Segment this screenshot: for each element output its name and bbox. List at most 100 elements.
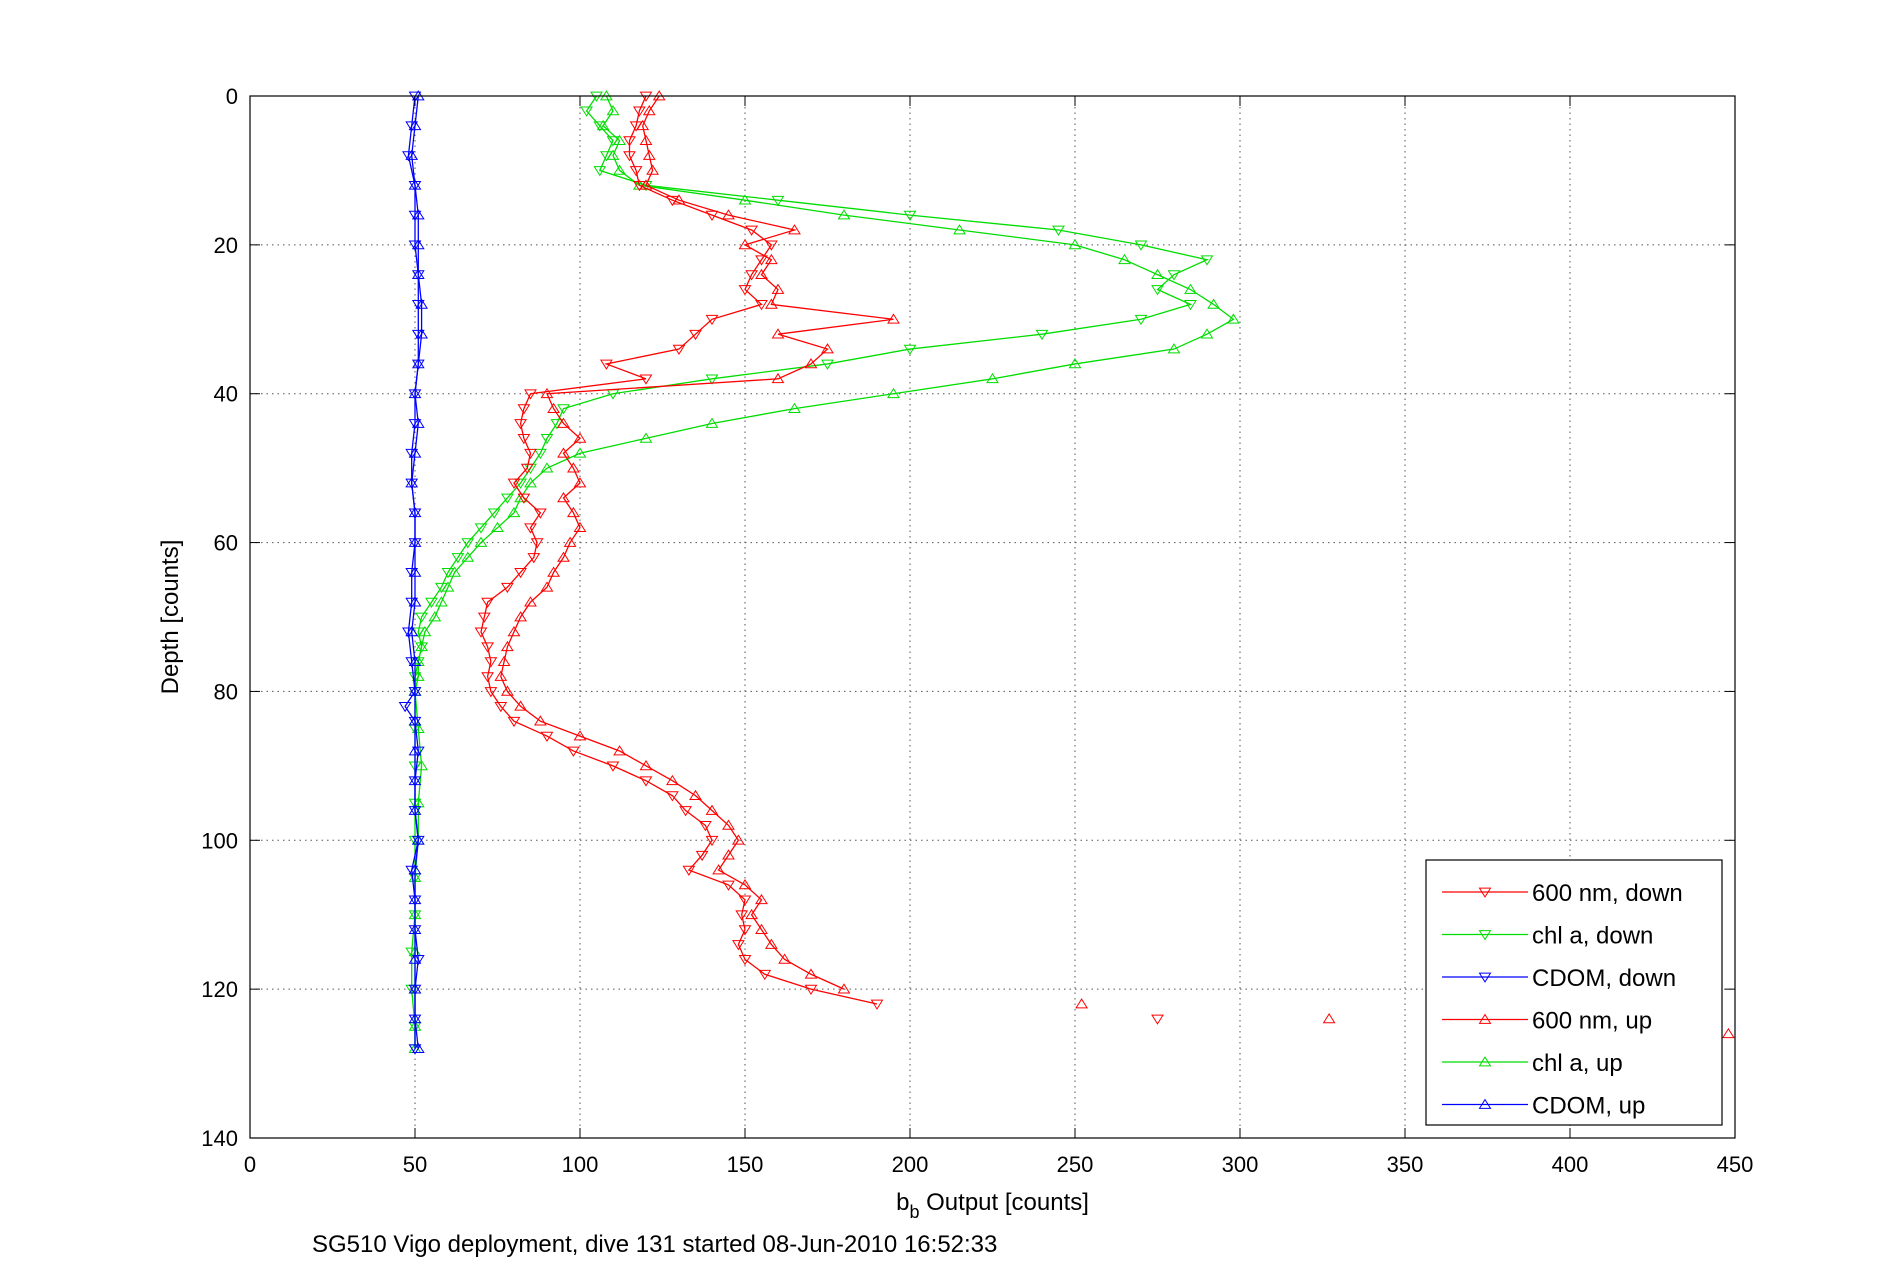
data-point: [540, 581, 554, 592]
data-point: [1068, 358, 1082, 369]
data-point: [745, 908, 759, 920]
data-point: [451, 553, 465, 564]
data-point: [672, 344, 686, 355]
data-point: [1207, 298, 1221, 309]
data-point: [821, 359, 834, 370]
data-point: [1052, 225, 1065, 236]
data-point: [408, 864, 422, 875]
data-point: [573, 477, 587, 488]
data-point: [771, 328, 785, 339]
grid: [249, 95, 1736, 1139]
data-point: [474, 536, 488, 547]
data-point: [705, 314, 719, 326]
data-point: [903, 210, 917, 221]
data-point: [408, 596, 422, 607]
legend-marker: [1478, 1013, 1492, 1024]
data-point: [530, 538, 544, 549]
data-point: [500, 493, 514, 504]
data-point: [870, 999, 884, 1010]
data-point: [517, 404, 531, 415]
legend-entry: 600 nm, up: [1532, 1008, 1652, 1035]
data-point: [606, 761, 620, 772]
data-point: [405, 477, 419, 488]
data-point: [639, 134, 653, 146]
data-point: [821, 343, 834, 354]
data-point: [804, 968, 818, 979]
data-point: [722, 880, 735, 891]
data-point: [682, 865, 696, 876]
data-point: [415, 612, 429, 623]
data-point: [1151, 268, 1164, 279]
data-point: [1184, 300, 1197, 311]
data-point: [566, 462, 580, 473]
data-point: [540, 387, 554, 399]
data-point: [1322, 1013, 1336, 1024]
x-tick-label: 50: [403, 1152, 427, 1177]
data-point: [411, 834, 425, 845]
data-point: [887, 313, 900, 324]
data-point: [639, 776, 653, 787]
data-point: [524, 448, 537, 460]
y-tick-label: 40: [214, 382, 238, 407]
data-point: [566, 506, 580, 518]
data-point: [632, 179, 646, 190]
x-tick-label: 150: [727, 1152, 764, 1177]
y-tick-label: 80: [214, 679, 238, 704]
data-point: [487, 508, 501, 519]
data-point: [1167, 343, 1181, 354]
data-point: [639, 374, 653, 385]
data-point: [408, 685, 422, 696]
data-point: [520, 463, 534, 475]
data-point: [1035, 329, 1049, 341]
x-axis-label-rest: Output [counts]: [919, 1189, 1088, 1216]
data-point: [408, 536, 422, 547]
series-line: [411, 95, 1210, 1049]
data-point: [557, 551, 570, 562]
data-point: [418, 625, 432, 637]
plot-frame: [249, 95, 1736, 1139]
legend-entry: CDOM, down: [1532, 965, 1676, 992]
data-point: [540, 434, 554, 445]
data-point: [408, 715, 422, 726]
data-point: [408, 983, 422, 994]
data-point: [665, 791, 679, 802]
y-tick-label: 60: [214, 531, 238, 556]
data-point: [398, 701, 412, 713]
data-point: [771, 283, 785, 294]
data-point: [593, 121, 607, 132]
data-point: [629, 166, 643, 177]
series-4: [408, 90, 1240, 1054]
data-point: [755, 300, 768, 311]
data-point: [494, 670, 508, 681]
data-point: [484, 687, 498, 698]
data-point: [764, 298, 778, 309]
data-point: [1118, 253, 1131, 265]
data-point: [623, 136, 636, 147]
data-point: [738, 238, 752, 250]
data-point: [764, 240, 778, 251]
data-point: [599, 359, 613, 370]
data-point: [623, 151, 636, 162]
data-point: [408, 1044, 422, 1055]
legend-entry: chl a, up: [1532, 1050, 1623, 1077]
legend-box: [1425, 859, 1723, 1126]
data-point: [689, 329, 702, 341]
data-point: [405, 625, 419, 637]
data-point: [481, 672, 495, 683]
data-point: [514, 478, 528, 489]
data-point: [580, 106, 594, 117]
data-point: [1151, 1014, 1164, 1025]
data-point: [481, 642, 495, 653]
legend-marker: [1478, 887, 1492, 898]
y-axis-label: Depth [counts]: [157, 540, 184, 695]
data-point: [500, 582, 514, 594]
x-axis-label: bb Output [counts]: [896, 1189, 1089, 1222]
data-point: [593, 166, 607, 177]
data-point: [494, 701, 508, 713]
x-tick-label: 400: [1552, 1152, 1589, 1177]
data-point: [705, 417, 719, 428]
data-point: [705, 374, 719, 385]
data-point: [665, 774, 679, 786]
data-point: [738, 895, 752, 906]
data-point: [507, 478, 521, 489]
